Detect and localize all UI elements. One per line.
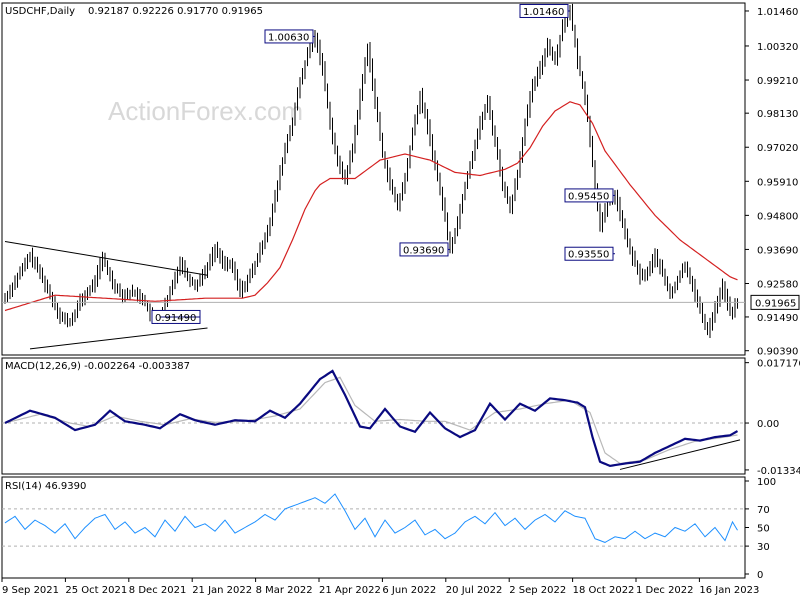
date-tick-label: 25 Oct 2021 [65,585,127,596]
rsi-line [4,493,738,543]
price-tick-label: 1.01460 [757,7,798,18]
price-tick-label: 0.95910 [757,177,798,188]
date-tick-label: 21 Apr 2022 [319,585,381,596]
date-tick-label: 9 Sep 2021 [2,585,59,596]
date-tick-label: 18 Oct 2022 [573,585,635,596]
chart-header-symbol: USDCHF,Daily [5,6,75,17]
macd-pane [2,369,745,470]
macd-tick-label: 0.017176 [757,359,800,370]
moving-average-line [4,101,738,312]
price-annotation-label: 0.95450 [568,191,609,202]
date-tick-label: 21 Jan 2022 [192,585,252,596]
price-tick-label: 0.90390 [757,347,798,358]
price-annotation-label: 0.91490 [155,313,196,324]
date-tick-label: 8 Dec 2021 [129,585,187,596]
pane-frame [1,357,746,475]
current-price-tag [750,294,800,310]
price-tick-label: 0.98130 [757,109,798,120]
rsi-title: RSI(14) 46.9390 [5,481,86,492]
price-tick-label: 0.94800 [757,211,798,222]
date-tick-label: 2 Sep 2022 [509,585,566,596]
price-annotation-label: 1.01460 [523,7,564,18]
rsi-pane [2,493,745,547]
price-tick-label: 0.99210 [757,76,798,87]
date-tick-label: 8 Mar 2022 [256,585,313,596]
price-annotation-label: 1.00630 [268,32,309,43]
macd-trendline [619,439,741,470]
price-tick-label: 0.91490 [757,313,798,324]
date-tick-label: 20 Jul 2022 [446,585,503,596]
axes: 1.01460 1.00320 0.99210 0.98130 0.97020 0.959… [1,7,800,596]
rsi-tick-label: 100 [757,477,776,488]
rsi-tick-label: 50 [757,524,770,535]
rsi-tick-label: 70 [757,505,770,516]
chart-header-ohlc: 0.92187 0.92226 0.91770 0.91965 [88,6,263,17]
rsi-tick-label: 0 [757,570,763,581]
price-annotation-label: 0.93550 [568,250,609,261]
price-annotation-label: 0.93690 [403,245,444,256]
price-tick-label: 0.93690 [757,245,798,256]
rsi-tick-label: 30 [757,542,770,553]
price-pane: 1.00630 1.01460 0.93690 0.95450 0.93550 0.914… [2,3,745,350]
price-tick-label: 1.00320 [757,42,798,53]
current-price-label: 0.91965 [755,298,796,309]
watermark: ActionForex.com [108,96,303,126]
price-tick-label: 0.97020 [757,143,798,154]
date-tick-label: 1 Dec 2022 [636,585,694,596]
macd-main-line [4,369,739,468]
macd-title: MACD(12,26,9) -0.002264 -0.003387 [5,361,190,372]
date-tick-label: 6 Jun 2022 [382,585,436,596]
trendline [29,327,208,350]
date-tick-label: 16 Jan 2023 [699,585,759,596]
macd-signal-line [4,376,738,465]
macd-tick-label: -0.01334 [757,466,800,477]
macd-tick-label: 0.00 [757,419,779,430]
pane-frame [1,2,746,356]
trendline [4,240,208,276]
price-tick-label: 0.92580 [757,279,798,290]
